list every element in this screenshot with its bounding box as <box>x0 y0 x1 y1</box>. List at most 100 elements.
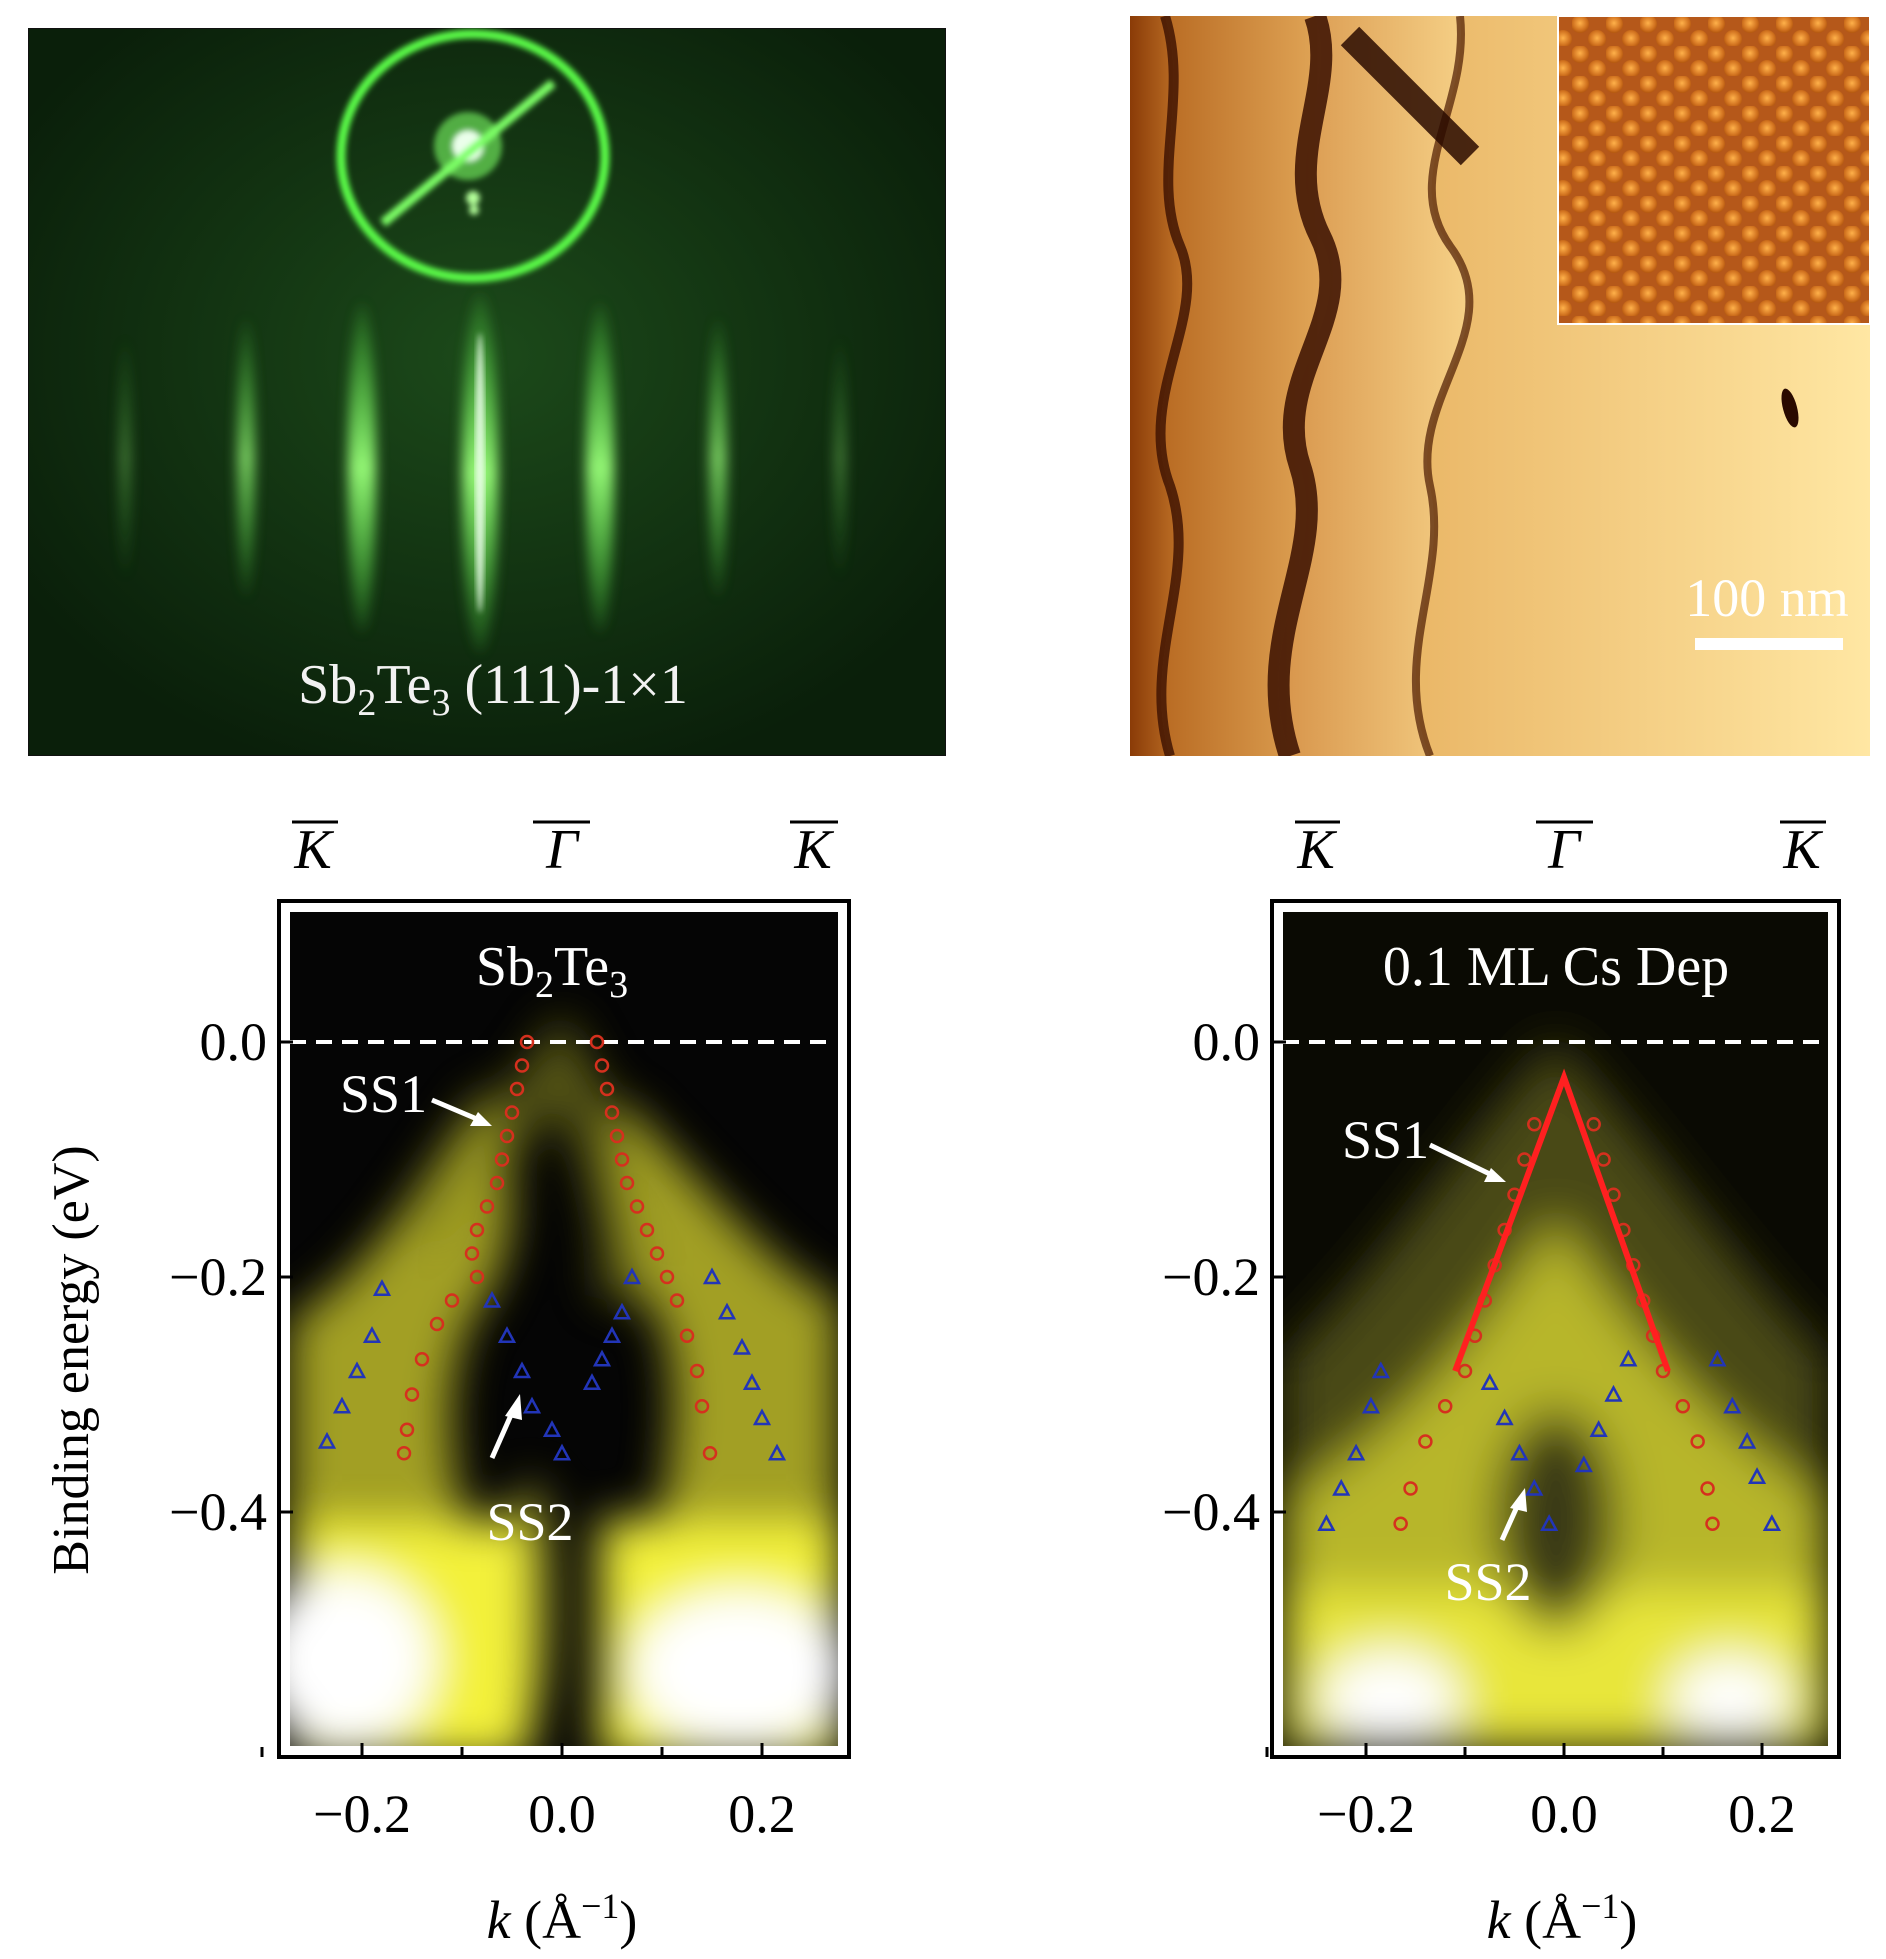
axis-ticks: −0.2 0.0 0.2 0.0 −0.2 −0.4 <box>169 1012 796 1844</box>
ss2-data-point <box>702 1267 722 1285</box>
ss2-data-point <box>1495 1408 1514 1426</box>
ss2-data-point <box>347 1361 367 1379</box>
ss1-data-point <box>649 1246 665 1261</box>
plot-frame <box>1270 899 1841 1759</box>
ss1-data-point <box>494 1152 510 1167</box>
ss2-data-point <box>482 1290 502 1308</box>
rheed-image: Sb2Te3 (111)-1×1 <box>27 27 947 757</box>
ss2-data-point <box>317 1431 337 1449</box>
atomic-lattice-inset <box>1558 16 1870 324</box>
linear-fit-line <box>1452 1068 1671 1373</box>
ss1-data-point <box>469 1222 485 1238</box>
ss1-data-point <box>1586 1117 1601 1132</box>
ss2-data-point <box>1589 1420 1608 1437</box>
arpes-chart-right: K Γ K 0.1 ML Cs Dep SS1 SS2 −0.2 0 <box>1162 819 1841 1950</box>
scale-bar <box>1695 638 1843 650</box>
axis-ticks: −0.2 0.0 0.2 0.0 −0.2 −0.4 <box>1162 1012 1796 1844</box>
ss2-data-point <box>1762 1514 1781 1531</box>
gamma-bar-label: Γ <box>545 819 580 881</box>
ss1-data-point <box>599 1081 615 1097</box>
stm-image: 100 nm <box>1130 12 1871 760</box>
ss1-data-point <box>1403 1481 1418 1496</box>
ss2-data-point <box>732 1337 752 1355</box>
gamma-bar-label: Γ <box>1547 819 1582 881</box>
ss1-data-point <box>464 1246 480 1261</box>
ss1-data-point <box>489 1175 505 1191</box>
ss1-data-point <box>604 1105 620 1120</box>
ss2-label: SS2 <box>486 1492 573 1552</box>
ss1-data-point <box>702 1446 718 1461</box>
ss1-data-point <box>594 1058 610 1073</box>
stm-topography-panel: 100 nm <box>1130 12 1871 760</box>
x-tick-label: 0.2 <box>1728 1784 1796 1844</box>
panel-title-cs: 0.1 ML Cs Dep <box>1383 936 1729 998</box>
ss1-data-point <box>519 1034 535 1050</box>
y-axis-label: Binding energy (eV) <box>43 1145 100 1574</box>
ss2-data-point <box>1347 1443 1366 1461</box>
ss1-data-point <box>659 1269 675 1285</box>
arpes-intensity-map <box>290 912 838 1746</box>
ss2-data-point <box>752 1408 772 1426</box>
ss1-data-point <box>444 1293 460 1308</box>
ss1-data-point <box>669 1293 685 1308</box>
ss1-data-point <box>504 1105 520 1120</box>
x-axis-label: k (Å−1) <box>487 1886 638 1950</box>
ss2-data-point <box>1480 1373 1499 1390</box>
ss1-data-point <box>629 1199 645 1214</box>
x-tick-label: −0.2 <box>313 1784 411 1844</box>
specular-spot <box>380 79 556 227</box>
ss2-data-point <box>592 1349 612 1367</box>
ss2-data-point <box>1332 1478 1351 1496</box>
diffraction-streaks <box>119 293 846 653</box>
ss2-data-point <box>1317 1514 1336 1531</box>
ss1-data-point <box>499 1128 515 1144</box>
ss2-data-point <box>582 1373 602 1390</box>
x-tick-label: 0.0 <box>528 1784 596 1844</box>
ss2-data-point <box>542 1420 562 1437</box>
ss2-data-point <box>612 1302 632 1320</box>
arpes-panel-pristine: K Γ K Sb2Te3 SS1 <box>0 800 880 1954</box>
ss1-data-point <box>404 1387 420 1402</box>
x-tick-label: 0.0 <box>1530 1784 1598 1844</box>
scale-bar-label: 100 nm <box>1685 568 1849 628</box>
symmetry-labels: K Γ K <box>1295 819 1826 881</box>
data-markers <box>1317 1068 1781 1531</box>
y-tick-label: −0.2 <box>1162 1247 1260 1307</box>
ss2-data-point <box>1708 1349 1727 1367</box>
y-tick-label: 0.0 <box>1193 1012 1261 1072</box>
ss1-data-point <box>679 1328 695 1343</box>
ss1-data-point <box>619 1175 635 1191</box>
stm-terrace <box>1278 16 1470 756</box>
ss2-data-point <box>1371 1361 1390 1379</box>
ss1-data-point <box>399 1422 415 1437</box>
rheed-label: Sb2Te3 (111)-1×1 <box>298 654 688 724</box>
ss1-data-point <box>469 1269 485 1285</box>
ss1-data-point <box>414 1352 430 1367</box>
ss2-data-point <box>622 1267 642 1285</box>
ss2-data-point <box>1738 1431 1757 1449</box>
ss1-data-point <box>1700 1481 1715 1496</box>
plot-frame <box>277 899 851 1759</box>
ss1-data-point <box>589 1034 605 1050</box>
x-axis-label: k (Å−1) <box>1487 1886 1638 1950</box>
data-markers <box>317 1034 787 1461</box>
shadow-edge-arc <box>336 29 610 283</box>
ss1-data-point <box>1437 1399 1453 1414</box>
y-tick-label: −0.4 <box>1162 1482 1260 1542</box>
ss1-arrow <box>1428 1142 1500 1181</box>
k-bar-label: K <box>793 819 834 881</box>
ss1-data-point <box>1705 1516 1720 1531</box>
ss2-data-point <box>602 1326 622 1343</box>
k-bar-label: K <box>1782 819 1823 881</box>
k-bar-label: K <box>1296 819 1337 881</box>
y-tick-label: −0.4 <box>169 1482 267 1542</box>
ss2-data-point <box>522 1396 542 1414</box>
ss1-data-point <box>1675 1399 1691 1414</box>
ss2-data-point <box>332 1396 352 1414</box>
ss1-data-point <box>509 1081 525 1097</box>
arpes-chart-left: K Γ K Sb2Te3 SS1 <box>43 819 851 1950</box>
ss1-data-point <box>614 1152 630 1167</box>
ss1-data-point <box>429 1316 445 1332</box>
ss2-data-point <box>767 1443 787 1461</box>
ss1-data-point <box>689 1363 705 1379</box>
